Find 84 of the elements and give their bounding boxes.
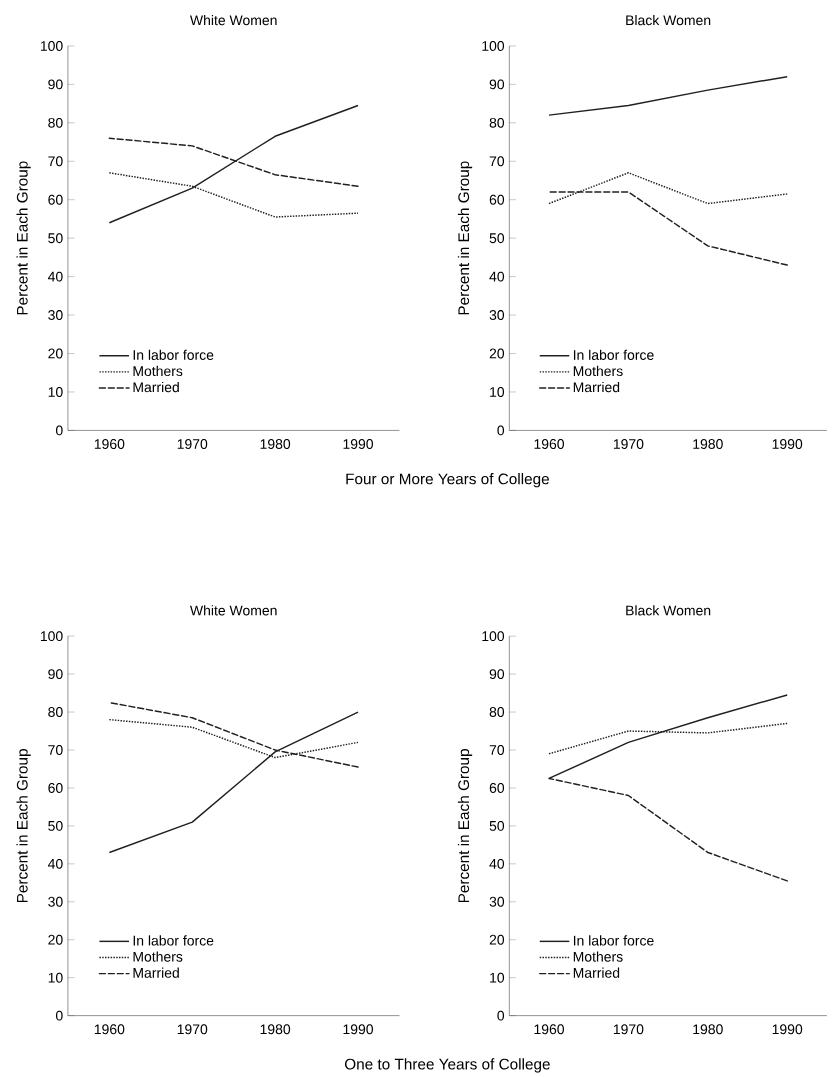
legend-label: Mothers — [573, 365, 623, 377]
chart-title: Black Women — [626, 605, 711, 616]
y-tick-label: 30 — [48, 896, 63, 907]
y-tick-label: 40 — [489, 271, 505, 282]
y-tick-label: 50 — [489, 820, 505, 831]
y-tick-label: 70 — [489, 156, 505, 167]
y-axis-title: Percent in Each Group — [457, 749, 473, 903]
y-tick-label: 100 — [41, 40, 63, 51]
y-tick-label: 50 — [48, 233, 63, 244]
y-tick-label: 100 — [482, 631, 505, 642]
y-tick-label: 30 — [489, 896, 505, 907]
legend-label: In labor force — [574, 349, 654, 360]
y-tick-label: 50 — [48, 820, 63, 831]
y-tick-label: 60 — [489, 194, 505, 205]
y-tick-label: 30 — [489, 310, 505, 321]
y-tick-label: 60 — [48, 194, 63, 205]
x-tick-label: 1960 — [534, 1024, 565, 1035]
x-tick-label: 1990 — [772, 439, 803, 450]
y-tick-label: 40 — [48, 858, 63, 869]
x-tick-label: 1960 — [94, 1024, 125, 1035]
y-tick-label: 90 — [48, 79, 63, 90]
y-tick-label: 80 — [48, 117, 63, 128]
x-tick-label: 1970 — [177, 439, 208, 450]
line-series — [108, 104, 359, 224]
text: Four or More Years of College — [346, 473, 550, 488]
legend-label: Mothers — [133, 951, 183, 962]
y-tick-label: 10 — [490, 972, 505, 983]
y-tick-label: 30 — [48, 310, 63, 321]
x-tick-label: 1980 — [693, 439, 723, 450]
y-tick-label: 10 — [48, 972, 63, 983]
x-tick-label: 1960 — [534, 439, 565, 450]
chart-title: White Women — [190, 14, 277, 26]
y-tick-label: 80 — [48, 707, 63, 717]
y-tick-label: 50 — [489, 233, 505, 244]
legend-label: In labor force — [574, 935, 654, 946]
y-axis-title: Percent in Each Group — [457, 161, 473, 315]
y-tick-label: 100 — [41, 631, 63, 642]
legend-label: Mothers — [133, 365, 183, 377]
x-tick-label: 1980 — [260, 1024, 291, 1035]
y-tick-label: 90 — [489, 79, 505, 90]
y-tick-label: 10 — [48, 387, 63, 397]
legend-label: Married — [133, 967, 179, 978]
chart-title: Black Women — [626, 14, 711, 26]
y-tick-label: 0 — [497, 1010, 505, 1021]
y-tick-label: 70 — [489, 745, 505, 755]
y-tick-label: 20 — [489, 348, 505, 359]
y-tick-label: 0 — [56, 1010, 63, 1021]
y-tick-label: 10 — [490, 387, 505, 397]
y-tick-label: 0 — [56, 425, 63, 436]
y-tick-label: 0 — [497, 425, 505, 436]
y-tick-label: 40 — [48, 271, 63, 282]
chart-title: White Women — [190, 605, 277, 616]
y-tick-label: 70 — [48, 156, 63, 167]
y-tick-label: 20 — [489, 934, 505, 945]
x-tick-label: 1990 — [343, 1024, 374, 1035]
y-tick-label: 90 — [48, 669, 63, 680]
x-tick-label: 1970 — [177, 1024, 208, 1035]
text: One to Three Years of College — [345, 1058, 550, 1073]
legend-label: Married — [133, 381, 179, 393]
x-tick-label: 1990 — [772, 1024, 803, 1035]
y-tick-label: 40 — [489, 858, 505, 869]
legend-label: Mothers — [573, 951, 623, 962]
legend-label: In labor force — [133, 349, 214, 360]
x-tick-label: 1970 — [613, 439, 644, 450]
y-axis-title: Percent in Each Group — [16, 749, 31, 903]
line-series — [548, 75, 788, 116]
legend-label: In labor force — [133, 935, 214, 946]
x-tick-label: 1980 — [260, 439, 291, 450]
x-tick-label: 1970 — [613, 1024, 644, 1035]
x-tick-label: 1960 — [94, 439, 125, 450]
x-tick-label: 1980 — [693, 1024, 723, 1035]
y-tick-label: 100 — [482, 40, 505, 51]
x-tick-label: 1990 — [343, 439, 374, 450]
y-tick-label: 80 — [489, 117, 505, 128]
y-tick-label: 60 — [489, 783, 505, 793]
legend-label: Married — [573, 967, 620, 978]
y-tick-label: 20 — [48, 348, 63, 359]
y-tick-label: 80 — [489, 707, 505, 717]
y-tick-label: 60 — [48, 783, 63, 793]
y-tick-label: 90 — [489, 669, 505, 680]
y-axis-title: Percent in Each Group — [16, 161, 31, 315]
y-tick-label: 20 — [48, 934, 63, 945]
legend-label: Married — [573, 381, 620, 393]
y-tick-label: 70 — [48, 745, 63, 755]
